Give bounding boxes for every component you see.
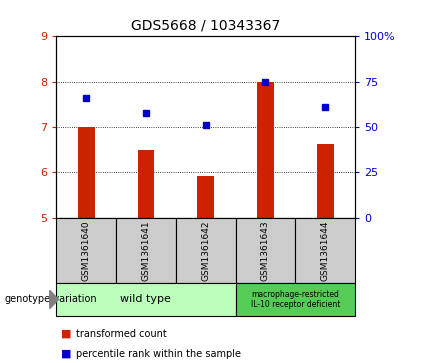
Text: percentile rank within the sample: percentile rank within the sample — [76, 349, 241, 359]
Text: ■: ■ — [61, 349, 71, 359]
Text: GSM1361642: GSM1361642 — [201, 220, 210, 281]
Bar — [295, 218, 355, 283]
Bar — [56, 218, 116, 283]
Bar — [236, 283, 355, 316]
Bar — [138, 150, 154, 218]
Text: ■: ■ — [61, 329, 71, 339]
Text: macrophage-restricted
IL-10 receptor deficient: macrophage-restricted IL-10 receptor def… — [251, 290, 340, 309]
Bar — [257, 82, 274, 218]
Polygon shape — [50, 290, 58, 309]
Bar — [56, 283, 236, 316]
Text: wild type: wild type — [120, 294, 171, 305]
Bar — [176, 218, 236, 283]
Text: transformed count: transformed count — [76, 329, 167, 339]
Bar — [236, 218, 295, 283]
Bar — [78, 127, 94, 218]
Text: genotype/variation: genotype/variation — [4, 294, 97, 305]
Title: GDS5668 / 10343367: GDS5668 / 10343367 — [131, 19, 280, 32]
Text: GSM1361640: GSM1361640 — [82, 220, 90, 281]
Text: GSM1361641: GSM1361641 — [142, 220, 150, 281]
Bar — [197, 176, 214, 218]
Bar — [116, 218, 176, 283]
Text: GSM1361643: GSM1361643 — [261, 220, 270, 281]
Text: GSM1361644: GSM1361644 — [321, 220, 330, 281]
Bar — [317, 144, 333, 218]
